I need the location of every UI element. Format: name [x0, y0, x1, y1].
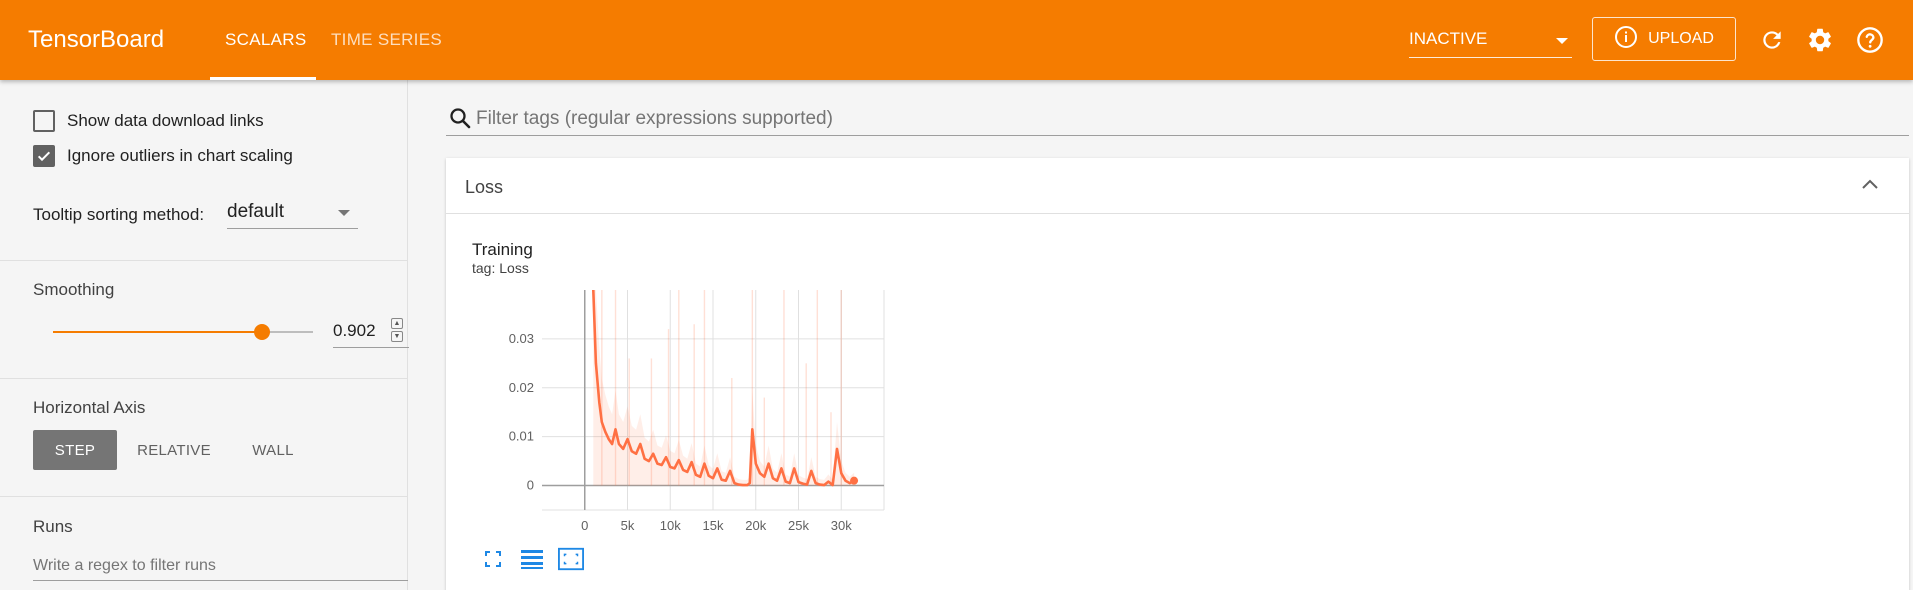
loss-card: Loss Training tag: Loss 0 5k 10k 15k 20k 25k 3… — [446, 158, 1909, 590]
smoothing-slider-thumb[interactable] — [253, 324, 270, 340]
app-title: TensorBoard — [28, 26, 165, 53]
x-tick-label: 10k — [660, 518, 681, 533]
x-tick-label: 25k — [788, 518, 809, 533]
run-status-value: INACTIVE — [1409, 29, 1488, 48]
horizontal-axis-title: Horizontal Axis — [33, 398, 146, 417]
y-tick-label: 0.03 — [509, 331, 534, 346]
smoothing-value: 0.902 — [333, 321, 376, 340]
axis-step-button[interactable]: STEP — [33, 430, 117, 470]
settings-sidebar: Show data download links Ignore outliers… — [0, 80, 409, 590]
data-table-icon[interactable] — [519, 546, 545, 572]
tooltip-sorting-select[interactable]: default — [227, 197, 358, 229]
fit-domain-icon[interactable] — [558, 546, 584, 572]
tag-filter-placeholder: Filter tags (regular expressions support… — [476, 108, 833, 129]
x-tick-label: 30k — [831, 518, 852, 533]
decrement-icon[interactable]: ▼ — [391, 331, 403, 342]
tab-time-series[interactable]: TIME SERIES — [331, 30, 442, 49]
ignore-outliers-label: Ignore outliers in chart scaling — [67, 146, 293, 165]
chevron-down-icon — [1556, 38, 1568, 44]
axis-relative-button[interactable]: RELATIVE — [137, 441, 211, 459]
smoothing-slider[interactable] — [53, 324, 313, 340]
run-status-select[interactable]: INACTIVE — [1409, 28, 1572, 58]
chart-title: Training — [472, 240, 533, 259]
search-icon — [448, 106, 472, 136]
chevron-down-icon — [338, 210, 350, 216]
x-tick-label: 5k — [621, 518, 635, 533]
divider — [0, 378, 408, 379]
active-tab-indicator — [210, 77, 316, 80]
show-download-links-checkbox[interactable] — [33, 110, 55, 132]
card-title: Loss — [465, 177, 504, 197]
x-tick-label: 20k — [745, 518, 766, 533]
smoothing-value-input[interactable]: 0.902 ▲ ▼ — [333, 318, 409, 348]
settings-icon[interactable] — [1806, 26, 1834, 54]
smoothing-slider-fill — [53, 331, 262, 333]
runs-filter-input[interactable]: Write a regex to filter runs — [33, 547, 408, 581]
chevron-up-icon[interactable] — [1861, 178, 1879, 197]
x-tick-label: 0 — [581, 518, 588, 533]
tab-scalars[interactable]: SCALARS — [225, 30, 307, 49]
divider — [0, 496, 408, 497]
y-tick-label: 0.01 — [509, 429, 534, 444]
show-download-links-label: Show data download links — [67, 111, 264, 130]
tooltip-sorting-value: default — [227, 201, 285, 222]
tooltip-sorting-label: Tooltip sorting method: — [33, 205, 205, 224]
refresh-icon[interactable] — [1758, 26, 1786, 54]
ignore-outliers-option[interactable]: Ignore outliers in chart scaling — [33, 145, 293, 167]
loss-series-line[interactable] — [592, 289, 855, 487]
card-header[interactable]: Loss — [446, 158, 1909, 214]
checkmark-icon — [37, 151, 51, 162]
axis-wall-button[interactable]: WALL — [252, 441, 294, 459]
tag-filter-input[interactable]: Filter tags (regular expressions support… — [446, 100, 1909, 136]
y-tick-label: 0 — [527, 478, 534, 493]
runs-filter-placeholder: Write a regex to filter runs — [33, 557, 216, 574]
x-tick-label: 15k — [703, 518, 724, 533]
help-icon[interactable] — [1856, 26, 1884, 54]
runs-title: Runs — [33, 517, 73, 536]
fullscreen-icon[interactable] — [480, 546, 506, 572]
smoothing-title: Smoothing — [33, 280, 115, 299]
info-icon — [1614, 25, 1638, 54]
top-toolbar: TensorBoard SCALARS TIME SERIES INACTIVE… — [0, 0, 1913, 80]
loss-chart[interactable]: 0 5k 10k 15k 20k 25k 30k 0 0.01 0.02 0.03 — [446, 158, 906, 548]
divider — [0, 260, 408, 261]
upload-button[interactable]: UPLOAD — [1592, 17, 1736, 61]
loss-series-last-point[interactable] — [850, 476, 859, 485]
chart-tag: tag: Loss — [472, 260, 529, 276]
raw-data-band — [593, 290, 855, 486]
show-download-links-option[interactable]: Show data download links — [33, 110, 264, 132]
y-tick-label: 0.02 — [509, 380, 534, 395]
increment-icon[interactable]: ▲ — [391, 318, 403, 329]
upload-label: UPLOAD — [1648, 30, 1714, 47]
ignore-outliers-checkbox[interactable] — [33, 145, 55, 167]
